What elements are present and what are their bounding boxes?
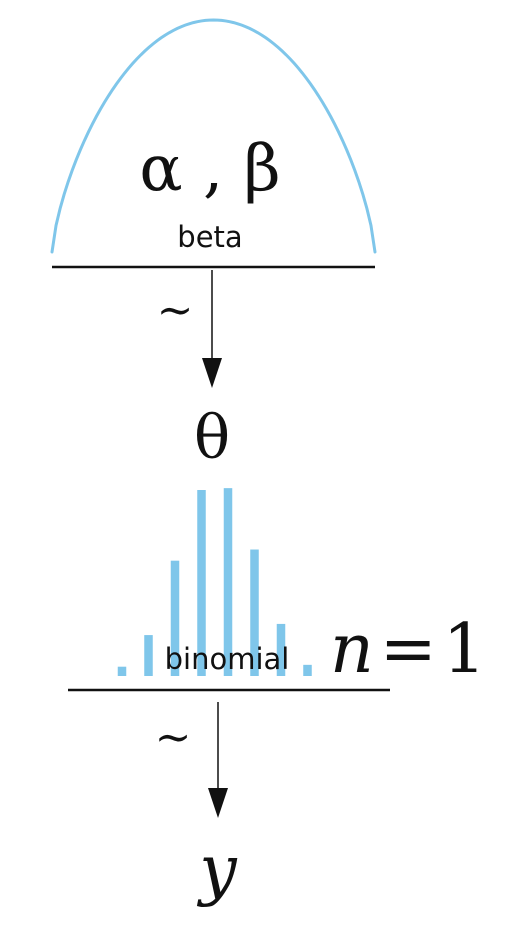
binomial-distribution-bars — [117, 488, 312, 676]
binomial-bar — [223, 488, 233, 676]
tilde-symbol-1: ~ — [157, 285, 194, 336]
binomial-parameter: n=1 — [330, 610, 486, 689]
binomial-bar — [170, 560, 180, 676]
parameter-value: 1 — [443, 610, 486, 689]
binomial-bar — [250, 549, 259, 676]
arrow-2-head — [208, 788, 228, 818]
beta-parameters: α , β — [139, 132, 280, 206]
binomial-bar — [117, 666, 127, 676]
tilde-symbol-2: ~ — [155, 712, 192, 763]
y-variable: y — [196, 831, 237, 908]
beta-distribution-curve — [50, 18, 377, 254]
binomial-bar — [144, 635, 153, 676]
parameter-equals: = — [380, 610, 437, 689]
binomial-bar — [197, 490, 206, 676]
binomial-bar — [303, 664, 312, 676]
theta-variable: θ — [194, 403, 230, 473]
parameter-name: n — [330, 610, 374, 689]
binomial-bar — [276, 623, 286, 676]
beta-label: beta — [177, 220, 242, 254]
binomial-label: binomial — [165, 642, 290, 676]
arrow-1-head — [202, 358, 222, 388]
